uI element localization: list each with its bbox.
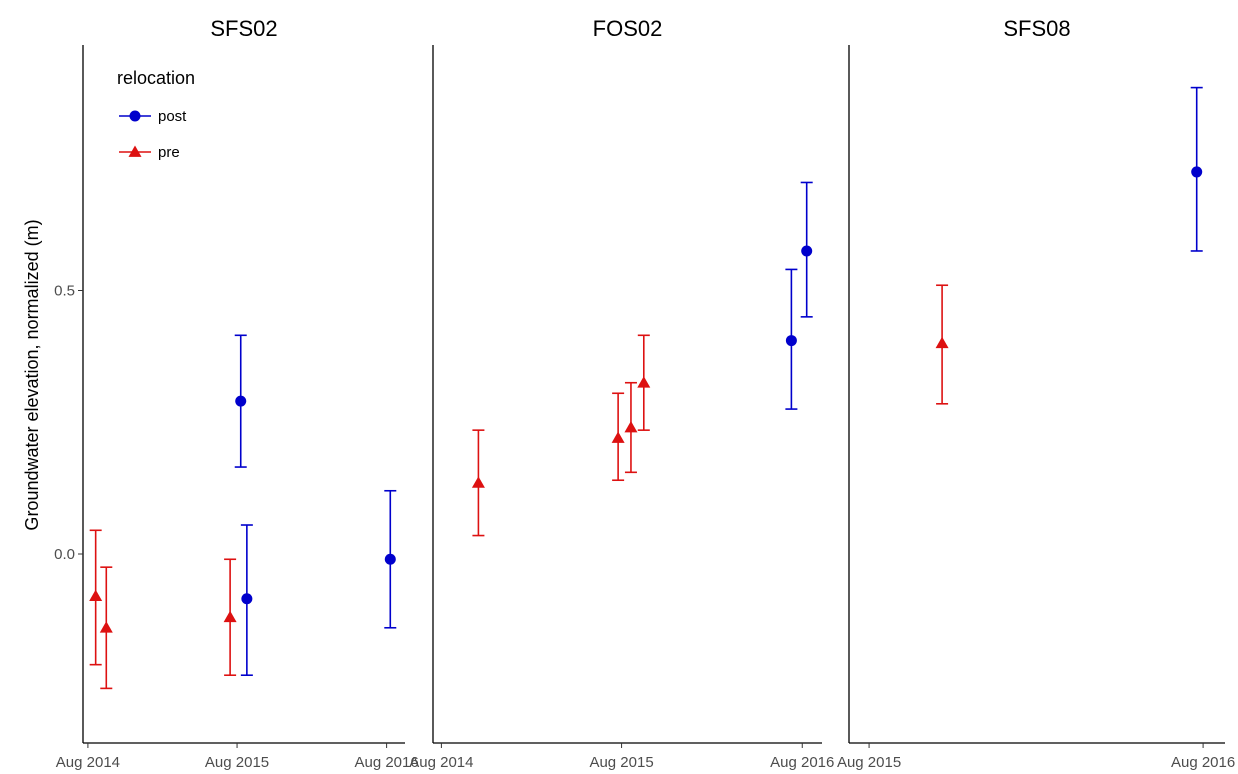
legend: relocation post pre — [117, 68, 195, 161]
y-axis-title: Groundwater elevation, normalized (m) — [22, 219, 42, 530]
data-point-post — [234, 334, 247, 468]
data-point-pre — [471, 429, 485, 537]
point-marker — [241, 593, 253, 605]
point-marker — [223, 610, 237, 623]
data-point-pre — [624, 381, 638, 474]
data-point-pre — [611, 392, 625, 482]
point-marker — [801, 245, 813, 257]
y-tick-label: 0.0 — [54, 546, 75, 563]
point-marker — [785, 335, 797, 347]
data-point-post — [240, 524, 253, 677]
legend-label: post — [158, 108, 187, 125]
legend-key-marker — [128, 145, 142, 157]
x-tick-label: Aug 2014 — [56, 754, 120, 771]
point-marker — [471, 476, 485, 488]
x-tick-label: Aug 2015 — [837, 754, 901, 771]
legend-title: relocation — [117, 68, 195, 88]
x-tick-label: Aug 2016 — [770, 754, 834, 771]
data-point-post — [1190, 86, 1203, 252]
point-marker — [624, 421, 638, 433]
panel-sfs02: SFS02 Aug 2014 Aug 2015 Aug 2016 — [56, 16, 419, 771]
data-point-post — [384, 489, 397, 629]
x-tick-label: Aug 2015 — [589, 754, 653, 771]
data-point-pre — [89, 529, 103, 666]
x-tick-label: Aug 2014 — [409, 754, 473, 771]
data-point-post — [800, 181, 813, 318]
x-tick-label: Aug 2016 — [354, 754, 418, 771]
point-marker — [637, 376, 651, 388]
data-point-pre — [637, 334, 651, 431]
panel-title: SFS08 — [1003, 16, 1070, 41]
panel-title: SFS02 — [210, 16, 277, 41]
legend-label: pre — [158, 144, 180, 161]
data-point-post — [785, 268, 798, 410]
panel-title: FOS02 — [593, 16, 663, 41]
legend-entry-pre: pre — [119, 144, 180, 161]
data-point-pre — [223, 558, 237, 677]
data-point-pre — [99, 566, 113, 690]
panel-sfs08: SFS08 Aug 2015 Aug 2016 — [837, 16, 1235, 771]
legend-entry-post: post — [119, 108, 187, 125]
legend-key-marker — [129, 110, 141, 122]
point-marker — [384, 553, 396, 565]
x-tick-label: Aug 2016 — [1171, 754, 1235, 771]
x-tick-label: Aug 2015 — [205, 754, 269, 771]
y-tick-label: 0.5 — [54, 283, 75, 300]
point-marker — [1191, 166, 1203, 178]
panel-fos02: FOS02 Aug 2014 Aug 2015 Aug 2016 — [409, 16, 834, 771]
point-marker — [935, 336, 949, 349]
data-point-pre — [935, 284, 949, 405]
point-marker — [611, 431, 625, 443]
point-marker — [235, 395, 247, 407]
point-marker — [99, 621, 113, 633]
point-marker — [89, 589, 103, 602]
